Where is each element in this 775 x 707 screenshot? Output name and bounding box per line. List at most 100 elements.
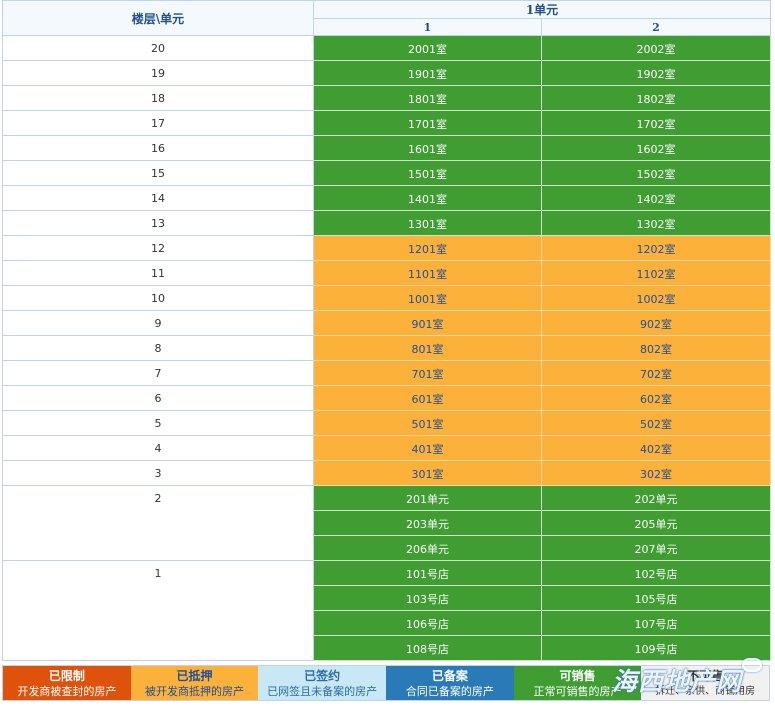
room-cell[interactable]: 201单元 [313,485,542,511]
room-link[interactable]: 402室 [640,443,672,456]
room-cell[interactable]: 401室 [313,435,542,461]
room-cell[interactable]: 301室 [313,460,542,486]
room-cell[interactable]: 1901室 [313,60,542,86]
room-link[interactable]: 1801室 [408,93,447,106]
room-cell[interactable]: 1301室 [313,210,542,236]
room-link[interactable]: 1001室 [408,293,447,306]
room-cell[interactable]: 602室 [540,385,772,411]
room-cell[interactable]: 106号店 [313,610,542,636]
room-link[interactable]: 301室 [411,468,444,481]
room-cell[interactable]: 501室 [313,410,542,436]
room-cell[interactable]: 103号店 [313,585,542,611]
room-cell[interactable]: 1502室 [540,160,772,186]
room-cell[interactable]: 109号店 [540,635,772,661]
room-link[interactable]: 801室 [411,343,444,356]
room-cell[interactable]: 205单元 [540,510,772,536]
room-link[interactable]: 1502室 [636,168,676,181]
room-cell[interactable]: 1802室 [540,85,772,111]
room-link[interactable]: 1201室 [408,243,447,256]
room-link[interactable]: 1401室 [408,193,447,206]
room-link[interactable]: 601室 [411,393,444,406]
room-link[interactable]: 1402室 [636,193,676,206]
room-cell[interactable]: 108号店 [313,635,542,661]
room-cell[interactable]: 801室 [313,335,542,361]
room-cell[interactable]: 1102室 [540,260,772,286]
room-link[interactable]: 1802室 [636,93,676,106]
room-cell[interactable]: 1501室 [313,160,542,186]
room-link[interactable]: 201单元 [406,493,449,506]
room-link[interactable]: 1601室 [408,143,447,156]
room-link[interactable]: 2001室 [408,43,447,56]
room-link[interactable]: 1102室 [636,268,676,281]
room-cell[interactable]: 107号店 [540,610,772,636]
room-link[interactable]: 401室 [411,443,444,456]
room-link[interactable]: 702室 [640,368,672,381]
room-link[interactable]: 901室 [411,318,444,331]
room-cell[interactable]: 2001室 [313,35,542,61]
room-link[interactable]: 205单元 [634,518,678,531]
room-cell[interactable]: 1402室 [540,185,772,211]
room-cell[interactable]: 102号店 [540,560,772,586]
room-link[interactable]: 1002室 [636,293,676,306]
room-cell[interactable]: 1201室 [313,235,542,261]
room-link[interactable]: 203单元 [406,518,449,531]
room-cell[interactable]: 1601室 [313,135,542,161]
room-cell[interactable]: 601室 [313,385,542,411]
room-link[interactable]: 1301室 [408,218,447,231]
room-link[interactable]: 102号店 [634,568,678,581]
room-link[interactable]: 1901室 [408,68,447,81]
room-link[interactable]: 2002室 [636,43,676,56]
room-link[interactable]: 502室 [640,418,672,431]
room-link[interactable]: 206单元 [406,543,449,556]
room-link[interactable]: 103号店 [406,593,449,606]
room-cell[interactable]: 1401室 [313,185,542,211]
room-cell[interactable]: 1302室 [540,210,772,236]
room-link[interactable]: 106号店 [406,618,449,631]
room-link[interactable]: 1101室 [408,268,447,281]
room-link[interactable]: 105号店 [634,593,678,606]
room-cell[interactable]: 701室 [313,360,542,386]
room-cell[interactable]: 101号店 [313,560,542,586]
room-link[interactable]: 802室 [640,343,672,356]
room-link[interactable]: 1902室 [636,68,676,81]
room-link[interactable]: 1602室 [636,143,676,156]
room-cell[interactable]: 1001室 [313,285,542,311]
room-link[interactable]: 1702室 [636,118,676,131]
room-link[interactable]: 207单元 [634,543,678,556]
room-cell[interactable]: 702室 [540,360,772,386]
room-cell[interactable]: 902室 [540,310,772,336]
room-link[interactable]: 202单元 [634,493,678,506]
room-cell[interactable]: 1602室 [540,135,772,161]
room-cell[interactable]: 1702室 [540,110,772,136]
room-link[interactable]: 1701室 [408,118,447,131]
room-cell[interactable]: 203单元 [313,510,542,536]
room-cell[interactable]: 2002室 [540,35,772,61]
room-link[interactable]: 1501室 [408,168,447,181]
room-cell[interactable]: 1202室 [540,235,772,261]
room-link[interactable]: 107号店 [634,618,678,631]
room-cell[interactable]: 502室 [540,410,772,436]
room-link[interactable]: 109号店 [634,643,678,656]
room-cell[interactable]: 1002室 [540,285,772,311]
room-cell[interactable]: 206单元 [313,535,542,561]
room-link[interactable]: 302室 [640,468,672,481]
room-cell[interactable]: 1701室 [313,110,542,136]
room-cell[interactable]: 302室 [540,460,772,486]
room-link[interactable]: 1302室 [636,218,676,231]
room-cell[interactable]: 105号店 [540,585,772,611]
room-link[interactable]: 1202室 [636,243,676,256]
room-link[interactable]: 602室 [640,393,672,406]
room-cell[interactable]: 1902室 [540,60,772,86]
room-cell[interactable]: 402室 [540,435,772,461]
room-link[interactable]: 701室 [411,368,444,381]
room-link[interactable]: 108号店 [406,643,449,656]
room-cell[interactable]: 202单元 [540,485,772,511]
room-cell[interactable]: 901室 [313,310,542,336]
room-cell[interactable]: 802室 [540,335,772,361]
room-link[interactable]: 101号店 [406,568,449,581]
room-cell[interactable]: 1801室 [313,85,542,111]
room-cell[interactable]: 1101室 [313,260,542,286]
room-cell[interactable]: 207单元 [540,535,772,561]
room-link[interactable]: 501室 [411,418,444,431]
room-link[interactable]: 902室 [640,318,672,331]
